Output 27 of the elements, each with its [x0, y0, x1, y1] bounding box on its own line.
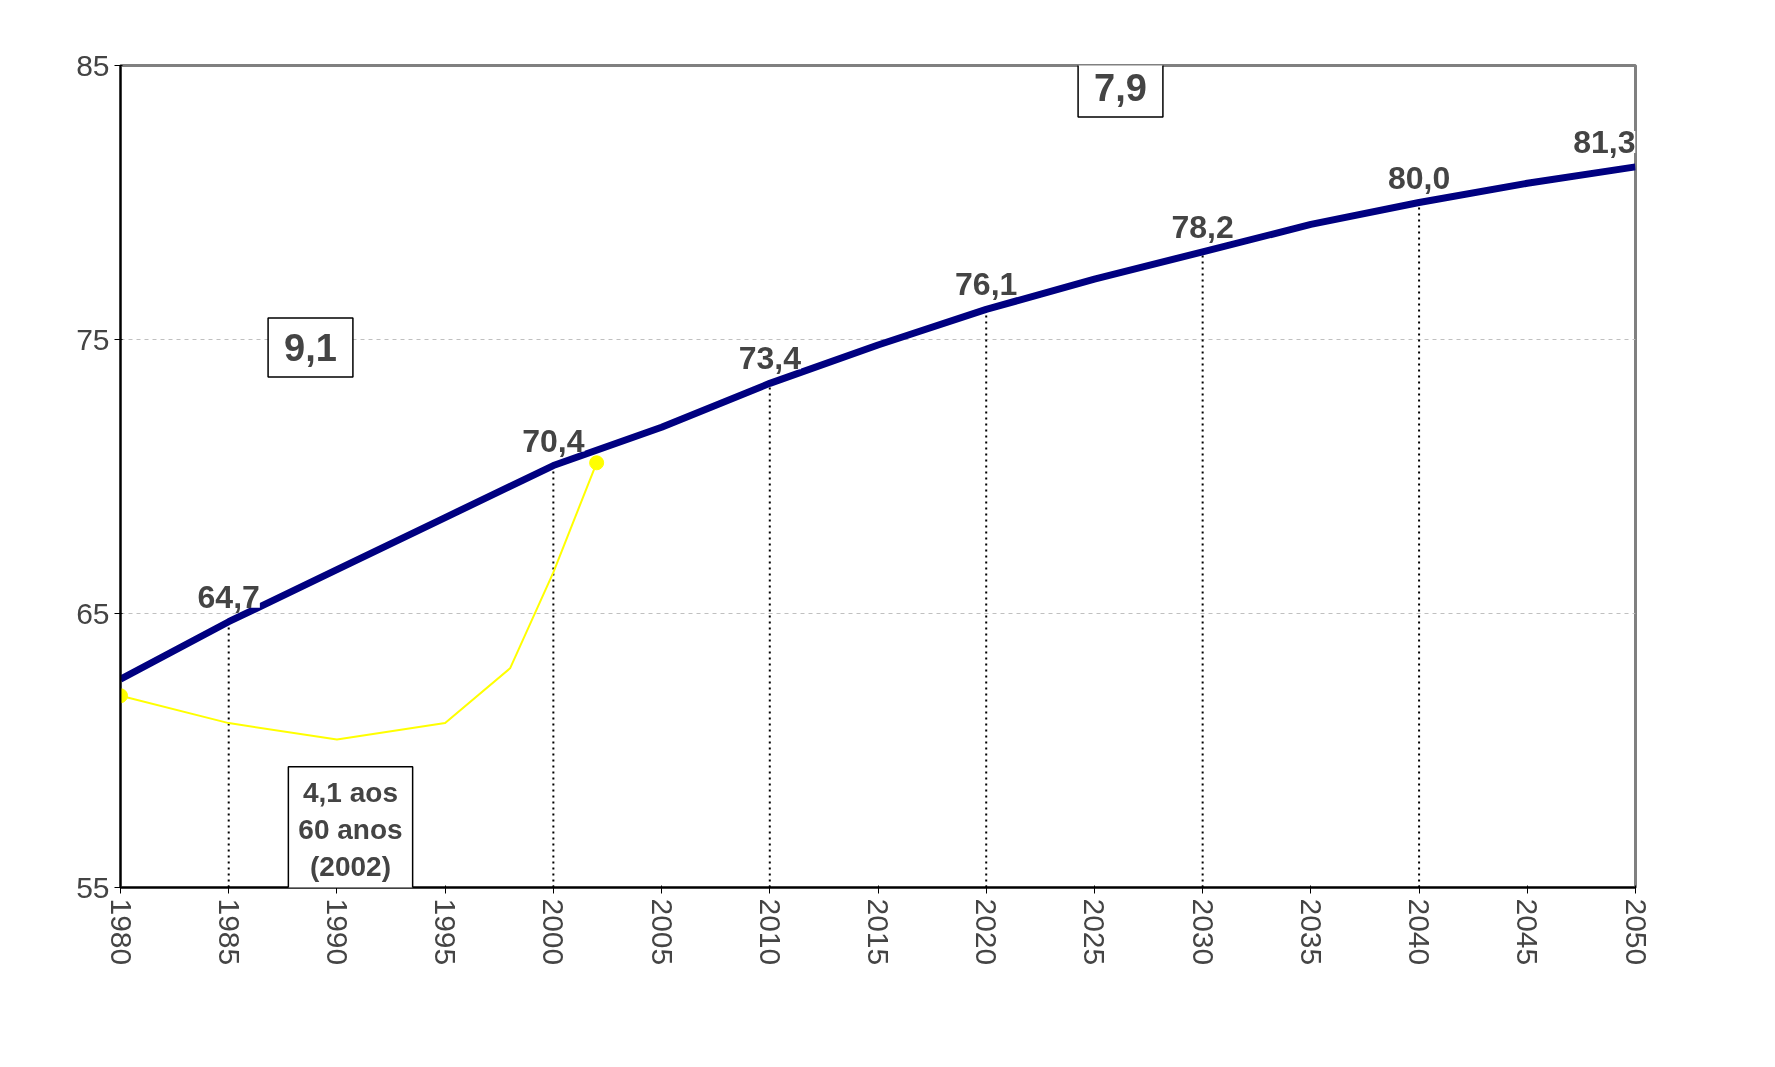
x-tick-label: 2025 — [1078, 898, 1112, 966]
x-tick-label: 2030 — [1186, 898, 1220, 966]
x-tick-label: 2010 — [753, 898, 787, 966]
x-tick-label: 2000 — [537, 898, 571, 966]
data-label: 64,7 — [197, 578, 260, 615]
x-tick-label: 2015 — [862, 898, 895, 966]
data-label: 78,2 — [1171, 208, 1234, 245]
x-tick-label: 2040 — [1403, 898, 1437, 966]
annotation: 4,1 aos 60 anos (2002) — [298, 776, 403, 883]
x-tick-label: 2035 — [1294, 898, 1328, 966]
data-label: 70,4 — [522, 422, 585, 459]
x-tick-label: 2045 — [1511, 898, 1545, 966]
x-tick-label: 1990 — [320, 898, 354, 966]
x-tick-label: 1985 — [212, 898, 246, 966]
annotation: 7,9 — [1094, 67, 1147, 109]
y-tick-label: 75 — [76, 322, 110, 356]
x-tick-label: 2020 — [970, 898, 1004, 966]
annotation: 9,1 — [284, 327, 337, 369]
x-tick-label: 1995 — [429, 898, 463, 966]
y-tick-label: 65 — [76, 596, 110, 630]
data-label: 80,0 — [1387, 159, 1451, 196]
x-tick-label: 2050 — [1619, 898, 1653, 966]
data-label: 76,1 — [955, 266, 1018, 303]
x-tick-label: 2005 — [645, 898, 679, 966]
data-label: 73,4 — [738, 340, 802, 377]
y-tick-label: 85 — [76, 48, 110, 82]
data-label: 81,3 — [1573, 123, 1636, 160]
